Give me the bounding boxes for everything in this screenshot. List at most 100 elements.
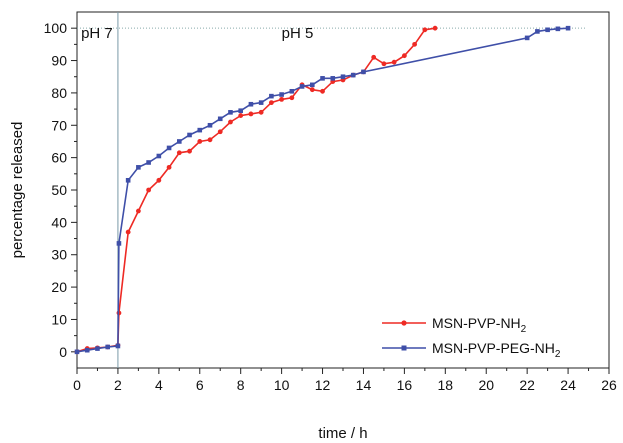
ph-annotation: pH 5 [282,25,314,42]
x-axis-title: time / h [318,425,367,442]
legend-swatch-marker [401,345,407,351]
data-point [207,122,213,128]
data-point [135,208,141,214]
legend-item: MSN-PVP-PEG-NH2 [382,340,561,360]
y-tick-label: 0 [59,344,67,360]
data-point [197,139,203,144]
data-point [340,74,346,80]
data-point [361,69,366,75]
y-tick-label: 50 [51,182,67,198]
data-point [228,110,233,115]
data-point [166,145,172,151]
data-point [422,27,428,33]
x-tick-label: 2 [114,377,122,393]
data-point [95,346,100,351]
data-point [289,95,295,101]
x-tick-label: 8 [237,377,245,393]
data-point [401,53,407,59]
data-point [545,27,550,33]
data-point [289,88,295,94]
data-point [156,177,162,183]
data-point [524,35,530,41]
x-tick-label: 12 [315,377,331,393]
y-tick-label: 80 [51,85,67,101]
data-point [207,137,213,143]
annotations: pH 7 pH 5 [81,25,313,42]
data-point [350,72,356,78]
data-point [115,343,121,349]
data-point [381,61,387,67]
data-point [187,132,192,138]
y-tick-label: 30 [51,247,67,263]
y-tick-label: 40 [51,214,67,230]
data-point [146,187,152,193]
x-tick-label: 26 [601,377,617,393]
data-point [248,101,254,107]
y-tick-label: 10 [51,311,67,327]
data-point [248,111,254,117]
data-point [125,177,131,183]
x-tick-label: 16 [397,377,413,393]
y-tick-label: 90 [51,53,67,69]
plot-area-border [76,11,610,369]
x-tick-label: 24 [560,377,576,393]
series-layer [74,25,571,355]
data-point [279,92,284,97]
data-point [238,113,244,118]
data-point [105,344,110,350]
data-point [217,129,223,135]
x-tick-label: 6 [196,377,204,393]
series-2 [74,25,571,355]
series-line [76,27,436,353]
data-point [187,148,192,154]
ph-annotation: pH 7 [81,25,113,42]
y-tick-label: 60 [51,150,67,166]
x-tick-label: 10 [274,377,290,393]
data-point [176,150,182,156]
data-point [309,87,315,93]
data-point [565,25,571,31]
series-1 [74,25,438,355]
x-tick-label: 0 [73,377,81,393]
data-point [156,153,162,159]
data-point [268,100,274,106]
y-axis-title: percentage released [9,122,26,259]
data-point [217,116,223,122]
data-point [125,229,131,235]
legend-label: MSN-PVP-PEG-NH2 [432,340,561,360]
data-point [330,76,336,81]
x-tick-label: 4 [155,377,163,393]
x-tick-label: 20 [478,377,494,393]
x-tick-label: 22 [519,377,535,393]
data-point [84,347,90,353]
data-point [371,54,377,60]
data-point [146,160,151,165]
data-point [258,109,264,115]
legend: MSN-PVP-NH2 MSN-PVP-PEG-NH2 [382,315,561,360]
data-point [228,119,233,125]
data-point [299,84,305,89]
data-point [116,241,122,246]
data-point [412,41,418,47]
data-point [258,100,264,105]
data-point [555,26,561,32]
data-point [238,108,243,114]
y-axis-ticks: 0 10 20 30 40 50 60 70 80 90 100 [44,20,77,360]
legend-item: MSN-PVP-NH2 [382,315,527,335]
y-tick-label: 100 [44,20,68,36]
data-point [197,127,203,133]
y-tick-label: 70 [51,117,67,133]
data-point [74,349,80,355]
plot-frame [76,11,610,369]
x-tick-label: 18 [438,377,454,393]
data-point [391,59,397,65]
data-point [432,25,438,31]
y-tick-label: 20 [51,279,67,295]
data-point [269,93,274,99]
x-tick-label: 14 [356,377,372,393]
data-point [320,88,325,94]
data-point [177,139,182,144]
data-point [310,82,315,88]
legend-label: MSN-PVP-NH2 [432,315,527,335]
